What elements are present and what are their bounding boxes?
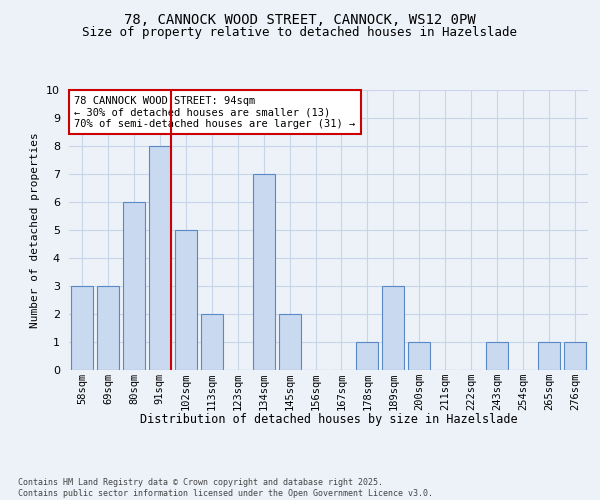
Bar	[149, 146, 171, 370]
Bar	[71, 286, 93, 370]
Text: 78, CANNOCK WOOD STREET, CANNOCK, WS12 0PW: 78, CANNOCK WOOD STREET, CANNOCK, WS12 0…	[124, 12, 476, 26]
Bar	[123, 202, 145, 370]
Bar	[278, 314, 301, 370]
Bar	[175, 230, 197, 370]
Y-axis label: Number of detached properties: Number of detached properties	[31, 132, 40, 328]
Bar	[97, 286, 119, 370]
Text: Contains HM Land Registry data © Crown copyright and database right 2025.
Contai: Contains HM Land Registry data © Crown c…	[18, 478, 433, 498]
Text: 78 CANNOCK WOOD STREET: 94sqm
← 30% of detached houses are smaller (13)
70% of s: 78 CANNOCK WOOD STREET: 94sqm ← 30% of d…	[74, 96, 355, 129]
Bar	[382, 286, 404, 370]
Bar	[356, 342, 379, 370]
Bar	[408, 342, 430, 370]
Bar	[486, 342, 508, 370]
Text: Size of property relative to detached houses in Hazelslade: Size of property relative to detached ho…	[83, 26, 517, 39]
Bar	[538, 342, 560, 370]
Bar	[200, 314, 223, 370]
Bar	[253, 174, 275, 370]
X-axis label: Distribution of detached houses by size in Hazelslade: Distribution of detached houses by size …	[140, 413, 517, 426]
Bar	[564, 342, 586, 370]
